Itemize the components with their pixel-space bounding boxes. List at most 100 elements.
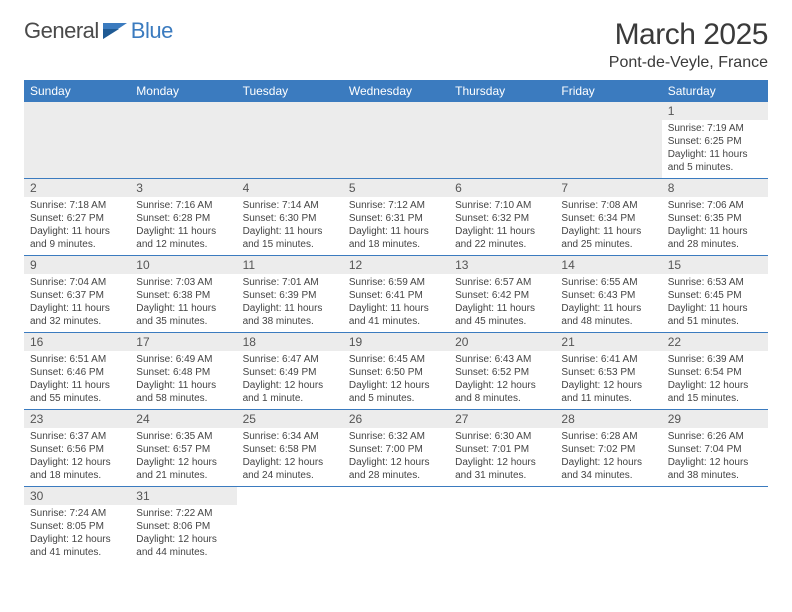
calendar-day-cell: 8Sunrise: 7:06 AMSunset: 6:35 PMDaylight… — [662, 179, 768, 256]
day-number: 31 — [130, 487, 236, 505]
day-number: 18 — [237, 333, 343, 351]
calendar-week-row: 1Sunrise: 7:19 AMSunset: 6:25 PMDaylight… — [24, 102, 768, 179]
day-details: Sunrise: 6:59 AMSunset: 6:41 PMDaylight:… — [343, 274, 449, 332]
day-details: Sunrise: 7:01 AMSunset: 6:39 PMDaylight:… — [237, 274, 343, 332]
calendar-day-cell: 13Sunrise: 6:57 AMSunset: 6:42 PMDayligh… — [449, 256, 555, 333]
day-details: Sunrise: 6:26 AMSunset: 7:04 PMDaylight:… — [662, 428, 768, 486]
calendar-day-cell — [24, 102, 130, 179]
day-number: 2 — [24, 179, 130, 197]
day-number: 30 — [24, 487, 130, 505]
day-details: Sunrise: 6:43 AMSunset: 6:52 PMDaylight:… — [449, 351, 555, 409]
weekday-header-row: SundayMondayTuesdayWednesdayThursdayFrid… — [24, 80, 768, 102]
weekday-header: Friday — [555, 80, 661, 102]
calendar-day-cell: 24Sunrise: 6:35 AMSunset: 6:57 PMDayligh… — [130, 410, 236, 487]
day-number: 28 — [555, 410, 661, 428]
calendar-body: 1Sunrise: 7:19 AMSunset: 6:25 PMDaylight… — [24, 102, 768, 563]
calendar-week-row: 9Sunrise: 7:04 AMSunset: 6:37 PMDaylight… — [24, 256, 768, 333]
day-details: Sunrise: 7:14 AMSunset: 6:30 PMDaylight:… — [237, 197, 343, 255]
calendar-day-cell — [343, 487, 449, 564]
day-details: Sunrise: 6:47 AMSunset: 6:49 PMDaylight:… — [237, 351, 343, 409]
calendar-week-row: 23Sunrise: 6:37 AMSunset: 6:56 PMDayligh… — [24, 410, 768, 487]
day-number: 12 — [343, 256, 449, 274]
calendar-day-cell: 10Sunrise: 7:03 AMSunset: 6:38 PMDayligh… — [130, 256, 236, 333]
day-number: 9 — [24, 256, 130, 274]
day-details: Sunrise: 6:28 AMSunset: 7:02 PMDaylight:… — [555, 428, 661, 486]
calendar-day-cell: 22Sunrise: 6:39 AMSunset: 6:54 PMDayligh… — [662, 333, 768, 410]
calendar-day-cell: 15Sunrise: 6:53 AMSunset: 6:45 PMDayligh… — [662, 256, 768, 333]
day-number: 24 — [130, 410, 236, 428]
calendar-day-cell — [237, 487, 343, 564]
day-details: Sunrise: 6:41 AMSunset: 6:53 PMDaylight:… — [555, 351, 661, 409]
calendar-day-cell: 19Sunrise: 6:45 AMSunset: 6:50 PMDayligh… — [343, 333, 449, 410]
calendar-day-cell: 20Sunrise: 6:43 AMSunset: 6:52 PMDayligh… — [449, 333, 555, 410]
month-title: March 2025 — [609, 18, 768, 52]
day-number: 13 — [449, 256, 555, 274]
day-number: 4 — [237, 179, 343, 197]
day-details: Sunrise: 6:37 AMSunset: 6:56 PMDaylight:… — [24, 428, 130, 486]
day-details: Sunrise: 7:12 AMSunset: 6:31 PMDaylight:… — [343, 197, 449, 255]
day-number: 5 — [343, 179, 449, 197]
day-details: Sunrise: 6:49 AMSunset: 6:48 PMDaylight:… — [130, 351, 236, 409]
day-number: 16 — [24, 333, 130, 351]
calendar-day-cell: 27Sunrise: 6:30 AMSunset: 7:01 PMDayligh… — [449, 410, 555, 487]
day-number: 14 — [555, 256, 661, 274]
calendar-day-cell — [130, 102, 236, 179]
day-number: 7 — [555, 179, 661, 197]
day-number: 1 — [662, 102, 768, 120]
calendar-day-cell: 6Sunrise: 7:10 AMSunset: 6:32 PMDaylight… — [449, 179, 555, 256]
day-details: Sunrise: 6:30 AMSunset: 7:01 PMDaylight:… — [449, 428, 555, 486]
weekday-header: Tuesday — [237, 80, 343, 102]
day-number: 3 — [130, 179, 236, 197]
day-details: Sunrise: 7:24 AMSunset: 8:05 PMDaylight:… — [24, 505, 130, 563]
day-details: Sunrise: 7:22 AMSunset: 8:06 PMDaylight:… — [130, 505, 236, 563]
calendar-day-cell: 28Sunrise: 6:28 AMSunset: 7:02 PMDayligh… — [555, 410, 661, 487]
calendar-week-row: 16Sunrise: 6:51 AMSunset: 6:46 PMDayligh… — [24, 333, 768, 410]
weekday-header: Thursday — [449, 80, 555, 102]
calendar-day-cell: 30Sunrise: 7:24 AMSunset: 8:05 PMDayligh… — [24, 487, 130, 564]
day-number: 29 — [662, 410, 768, 428]
day-details: Sunrise: 7:06 AMSunset: 6:35 PMDaylight:… — [662, 197, 768, 255]
calendar-table: SundayMondayTuesdayWednesdayThursdayFrid… — [24, 80, 768, 563]
day-number: 11 — [237, 256, 343, 274]
calendar-day-cell — [449, 487, 555, 564]
weekday-header: Monday — [130, 80, 236, 102]
calendar-day-cell — [237, 102, 343, 179]
calendar-day-cell: 14Sunrise: 6:55 AMSunset: 6:43 PMDayligh… — [555, 256, 661, 333]
day-details: Sunrise: 6:45 AMSunset: 6:50 PMDaylight:… — [343, 351, 449, 409]
day-details: Sunrise: 7:16 AMSunset: 6:28 PMDaylight:… — [130, 197, 236, 255]
flag-icon — [103, 21, 129, 41]
calendar-day-cell — [662, 487, 768, 564]
weekday-header: Wednesday — [343, 80, 449, 102]
day-number: 17 — [130, 333, 236, 351]
day-details: Sunrise: 7:10 AMSunset: 6:32 PMDaylight:… — [449, 197, 555, 255]
day-number: 25 — [237, 410, 343, 428]
header-row: General Blue March 2025 Pont-de-Veyle, F… — [24, 18, 768, 72]
logo-text-a: General — [24, 18, 99, 44]
day-number: 26 — [343, 410, 449, 428]
calendar-day-cell — [555, 102, 661, 179]
day-details: Sunrise: 6:57 AMSunset: 6:42 PMDaylight:… — [449, 274, 555, 332]
calendar-day-cell: 7Sunrise: 7:08 AMSunset: 6:34 PMDaylight… — [555, 179, 661, 256]
calendar-day-cell — [555, 487, 661, 564]
day-number: 15 — [662, 256, 768, 274]
day-number: 21 — [555, 333, 661, 351]
calendar-day-cell: 5Sunrise: 7:12 AMSunset: 6:31 PMDaylight… — [343, 179, 449, 256]
title-block: March 2025 Pont-de-Veyle, France — [609, 18, 768, 72]
day-details: Sunrise: 7:08 AMSunset: 6:34 PMDaylight:… — [555, 197, 661, 255]
day-details: Sunrise: 7:19 AMSunset: 6:25 PMDaylight:… — [662, 120, 768, 178]
day-number: 19 — [343, 333, 449, 351]
day-details: Sunrise: 6:34 AMSunset: 6:58 PMDaylight:… — [237, 428, 343, 486]
calendar-day-cell: 2Sunrise: 7:18 AMSunset: 6:27 PMDaylight… — [24, 179, 130, 256]
calendar-day-cell — [343, 102, 449, 179]
calendar-day-cell: 18Sunrise: 6:47 AMSunset: 6:49 PMDayligh… — [237, 333, 343, 410]
day-details: Sunrise: 6:55 AMSunset: 6:43 PMDaylight:… — [555, 274, 661, 332]
logo: General Blue — [24, 18, 173, 44]
calendar-day-cell: 21Sunrise: 6:41 AMSunset: 6:53 PMDayligh… — [555, 333, 661, 410]
weekday-header: Sunday — [24, 80, 130, 102]
day-details: Sunrise: 6:39 AMSunset: 6:54 PMDaylight:… — [662, 351, 768, 409]
calendar-day-cell: 9Sunrise: 7:04 AMSunset: 6:37 PMDaylight… — [24, 256, 130, 333]
calendar-day-cell: 12Sunrise: 6:59 AMSunset: 6:41 PMDayligh… — [343, 256, 449, 333]
calendar-week-row: 2Sunrise: 7:18 AMSunset: 6:27 PMDaylight… — [24, 179, 768, 256]
calendar-day-cell: 16Sunrise: 6:51 AMSunset: 6:46 PMDayligh… — [24, 333, 130, 410]
day-details: Sunrise: 7:18 AMSunset: 6:27 PMDaylight:… — [24, 197, 130, 255]
